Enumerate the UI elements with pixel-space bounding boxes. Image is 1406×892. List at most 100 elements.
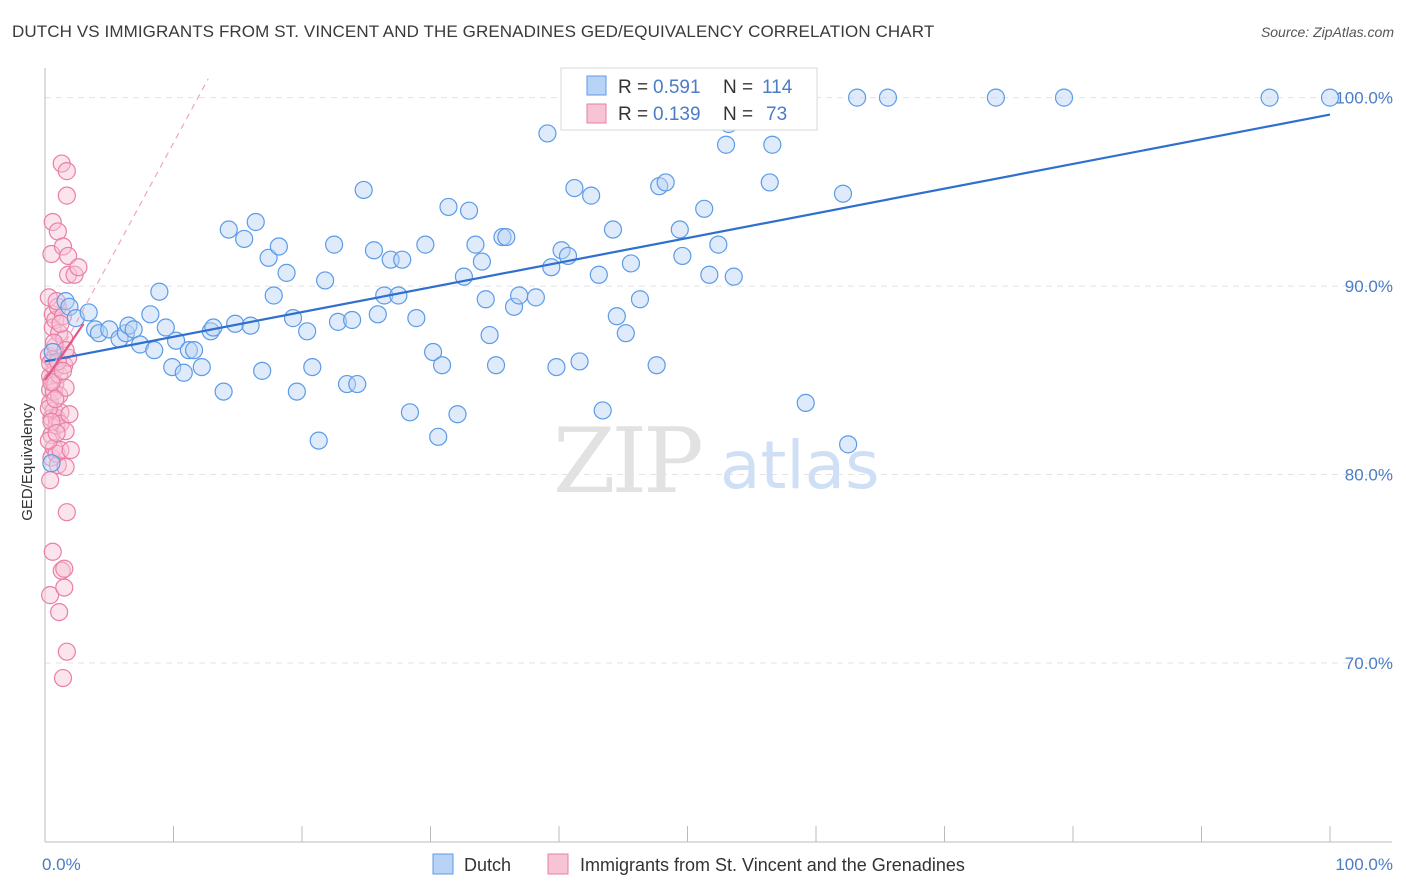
point-dutch-46 xyxy=(348,374,367,394)
point-dutch-29 xyxy=(235,229,254,249)
point-dutch-54 xyxy=(393,250,412,269)
point-dutch-12 xyxy=(124,320,143,339)
gridlines xyxy=(45,97,1392,664)
point-dutch-95 xyxy=(695,199,714,218)
point-dutch-75 xyxy=(538,124,557,143)
point-dutch-56 xyxy=(407,309,426,328)
point-dutch-44 xyxy=(328,312,348,331)
point-dutch-92 xyxy=(656,173,675,192)
point-dutch-109 xyxy=(1054,88,1074,107)
point-immigrants-56 xyxy=(57,642,76,661)
point-immigrants-10 xyxy=(43,212,62,232)
point-immigrants-41 xyxy=(56,457,75,477)
legend-n-label-immigrants: N = xyxy=(723,104,753,125)
point-dutch-94 xyxy=(673,246,692,266)
bottom-legend-label-dutch: Dutch xyxy=(464,855,511,875)
point-dutch-87 xyxy=(616,324,635,343)
point-immigrants-35 xyxy=(53,237,73,256)
point-immigrants-67 xyxy=(42,412,61,431)
point-dutch-67 xyxy=(476,290,495,309)
point-dutch-20 xyxy=(174,363,193,382)
point-dutch-3 xyxy=(60,297,79,316)
point-dutch-69 xyxy=(486,356,506,375)
point-dutch-18 xyxy=(163,358,182,377)
point-dutch-81 xyxy=(570,352,589,371)
y-axis-title: GED/Equivalency xyxy=(19,403,36,521)
chart-title: DUTCH VS IMMIGRANTS FROM ST. VINCENT AND… xyxy=(12,22,935,41)
point-dutch-33 xyxy=(259,248,278,267)
point-immigrants-49 xyxy=(57,503,76,522)
point-dutch-31 xyxy=(246,212,265,232)
point-dutch-34 xyxy=(264,286,283,305)
point-dutch-60 xyxy=(432,356,452,375)
series-dutch-points xyxy=(42,88,1340,473)
point-immigrants-69 xyxy=(53,361,73,380)
point-immigrants-42 xyxy=(57,162,76,181)
point-dutch-100 xyxy=(763,135,782,154)
bottom-legend-label-immigrants: Immigrants from St. Vincent and the Gren… xyxy=(580,855,965,875)
point-dutch-47 xyxy=(343,310,362,330)
point-dutch-70 xyxy=(493,227,512,247)
y-tick-label-0: 100.0% xyxy=(1335,89,1393,108)
point-dutch-14 xyxy=(141,305,160,324)
point-dutch-45 xyxy=(337,374,357,394)
point-dutch-88 xyxy=(621,254,641,273)
point-immigrants-44 xyxy=(59,246,78,266)
y-tick-label-2: 80.0% xyxy=(1345,466,1393,485)
point-dutch-74 xyxy=(526,288,545,307)
point-dutch-89 xyxy=(630,290,650,309)
trend-line-immigrants-extension xyxy=(44,78,209,381)
point-immigrants-66 xyxy=(51,314,70,333)
point-immigrants-51 xyxy=(41,586,60,605)
point-dutch-97 xyxy=(709,235,728,254)
point-dutch-26 xyxy=(214,382,233,401)
source-label: Source: ZipAtlas.com xyxy=(1260,24,1394,40)
point-dutch-0 xyxy=(42,454,61,473)
point-immigrants-28 xyxy=(50,324,69,343)
point-immigrants-40 xyxy=(56,422,75,441)
x-tick-label-0: 0.0% xyxy=(42,855,81,874)
trend-lines xyxy=(44,78,1331,381)
point-immigrants-50 xyxy=(43,542,62,561)
point-dutch-15 xyxy=(145,341,164,360)
legend-box: R = 0.591 N = 114 R = 0.139 N = 73 xyxy=(560,67,818,131)
point-dutch-107 xyxy=(878,88,898,107)
x-tick-label-1: 100.0% xyxy=(1335,855,1393,874)
bottom-legend-swatch-immigrants xyxy=(547,853,569,875)
point-immigrants-57 xyxy=(53,668,73,688)
watermark-zip: ZIP xyxy=(553,409,701,514)
point-dutch-90 xyxy=(647,356,666,375)
point-dutch-72 xyxy=(504,297,524,316)
point-dutch-96 xyxy=(700,265,719,284)
legend-swatch-dutch xyxy=(586,75,607,96)
point-dutch-21 xyxy=(179,341,199,360)
point-dutch-22 xyxy=(184,341,204,360)
point-dutch-23 xyxy=(192,358,211,377)
point-dutch-110 xyxy=(1260,88,1279,107)
point-dutch-80 xyxy=(565,178,584,198)
point-immigrants-26 xyxy=(48,222,67,241)
series-immigrants-points xyxy=(39,154,88,688)
legend-r-label-dutch: R = xyxy=(618,77,648,98)
legend-n-immigrants: 73 xyxy=(766,104,787,125)
point-dutch-55 xyxy=(400,403,420,422)
y-tick-label-1: 90.0% xyxy=(1345,277,1393,296)
point-dutch-35 xyxy=(269,237,288,256)
point-dutch-16 xyxy=(150,282,169,301)
point-dutch-27 xyxy=(219,220,238,239)
point-dutch-68 xyxy=(480,325,499,345)
point-dutch-58 xyxy=(423,342,443,362)
point-dutch-39 xyxy=(298,322,317,341)
legend-r-dutch: 0.591 xyxy=(653,77,701,98)
point-dutch-86 xyxy=(607,307,626,326)
point-dutch-32 xyxy=(253,361,272,380)
point-immigrants-71 xyxy=(47,423,66,443)
point-dutch-66 xyxy=(472,252,491,271)
point-dutch-65 xyxy=(466,235,485,254)
point-dutch-5 xyxy=(79,303,98,322)
point-dutch-43 xyxy=(325,235,344,254)
point-dutch-59 xyxy=(429,427,448,446)
point-immigrants-52 xyxy=(50,602,69,622)
legend-swatch-immigrants xyxy=(586,103,607,124)
legend-r-label-immigrants: R = xyxy=(618,104,648,125)
